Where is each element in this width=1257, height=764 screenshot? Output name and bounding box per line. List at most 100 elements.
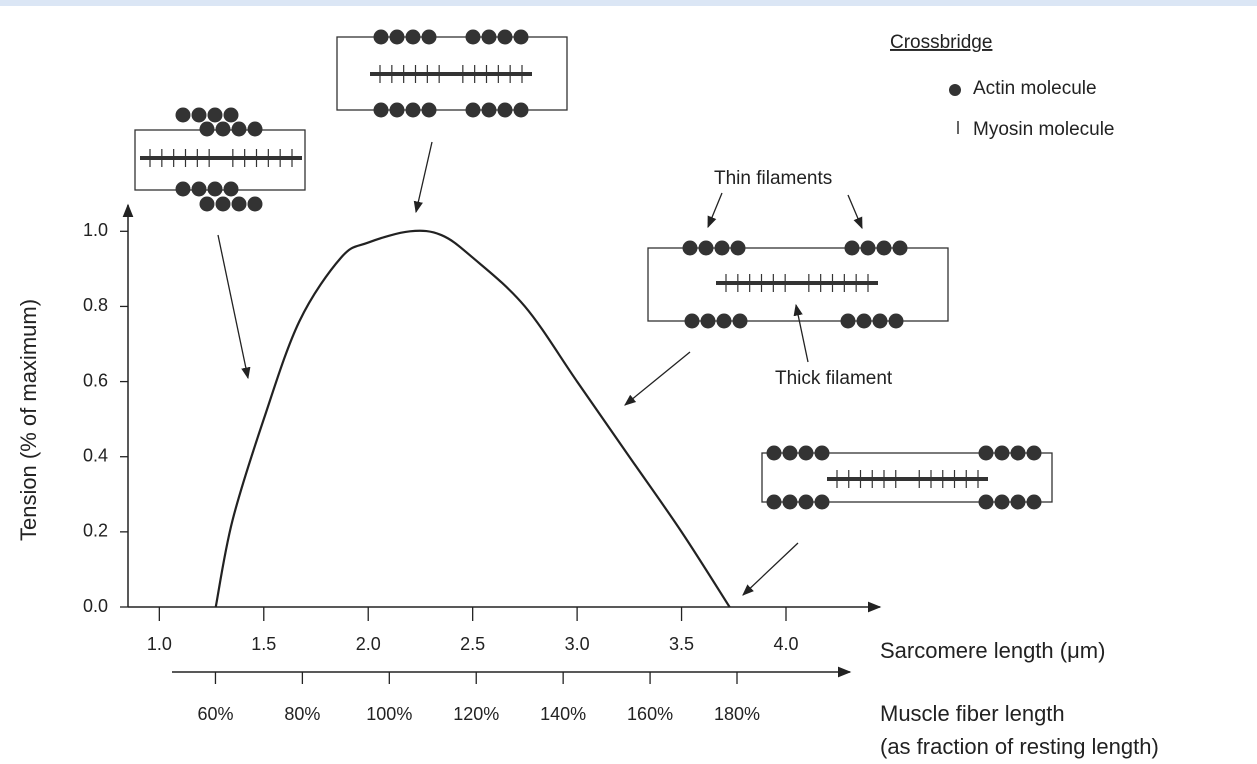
top-strip — [0, 0, 1257, 6]
actin — [685, 314, 700, 329]
actin — [857, 314, 872, 329]
actin — [733, 314, 748, 329]
actin — [232, 197, 247, 212]
x-tick-label: 3.5 — [669, 634, 694, 654]
x-tick-label: 2.5 — [460, 634, 485, 654]
actin — [192, 182, 207, 197]
actin — [889, 314, 904, 329]
actin — [861, 241, 876, 256]
actin — [406, 30, 421, 45]
y-tick-label: 0.6 — [83, 370, 108, 390]
actin — [877, 241, 892, 256]
diagrams — [135, 30, 1052, 596]
x-tick-label: 1.0 — [147, 634, 172, 654]
x2-tick-label: 160% — [627, 704, 673, 724]
x2-tick-label: 100% — [366, 704, 412, 724]
legend-item: Myosin molecule — [973, 119, 1115, 140]
actin — [893, 241, 908, 256]
actin — [390, 103, 405, 118]
actin — [406, 103, 421, 118]
y-axis-label: Tension (% of maximum) — [16, 299, 41, 541]
x2-tick-label: 80% — [284, 704, 320, 724]
actin — [979, 495, 994, 510]
y-tick-label: 1.0 — [83, 220, 108, 240]
x2-axis-label: (as fraction of resting length) — [880, 734, 1159, 759]
y-tick-label: 0.2 — [83, 521, 108, 541]
annotation: Thick filament — [775, 368, 893, 389]
actin — [841, 314, 856, 329]
actin — [200, 197, 215, 212]
arrow — [796, 305, 808, 362]
actin — [466, 30, 481, 45]
x-tick-label: 1.5 — [251, 634, 276, 654]
actin — [717, 314, 732, 329]
actin — [1011, 446, 1026, 461]
actin — [482, 30, 497, 45]
actin — [815, 446, 830, 461]
actin — [232, 122, 247, 137]
actin — [482, 103, 497, 118]
arrow — [743, 543, 798, 595]
actin — [514, 30, 529, 45]
actin — [783, 495, 798, 510]
legend-icon — [949, 84, 961, 96]
x2-tick-label: 120% — [453, 704, 499, 724]
x-tick-label: 2.0 — [356, 634, 381, 654]
actin — [979, 446, 994, 461]
legend-title: Crossbridge — [890, 32, 992, 53]
actin — [422, 30, 437, 45]
line — [216, 231, 730, 607]
actin — [466, 103, 481, 118]
actin — [1011, 495, 1026, 510]
actin — [1027, 495, 1042, 510]
actin — [248, 197, 263, 212]
chart: Tension (% of maximum) Sarcomere length … — [0, 0, 1257, 764]
actin — [715, 241, 730, 256]
actin — [783, 446, 798, 461]
actin — [216, 122, 231, 137]
actin — [208, 108, 223, 123]
arrow — [218, 235, 248, 378]
actin — [815, 495, 830, 510]
actin — [683, 241, 698, 256]
x2-tick-label: 180% — [714, 704, 760, 724]
actin — [224, 182, 239, 197]
arrow — [848, 195, 862, 228]
y-tick-label: 0.0 — [83, 596, 108, 616]
x2-axis-label: Muscle fiber length — [880, 701, 1065, 726]
actin — [701, 314, 716, 329]
actin — [224, 108, 239, 123]
x-tick-label: 4.0 — [773, 634, 798, 654]
arrow — [708, 193, 722, 227]
actin — [731, 241, 746, 256]
actin — [200, 122, 215, 137]
actin — [845, 241, 860, 256]
actin — [995, 495, 1010, 510]
actin — [390, 30, 405, 45]
actin — [498, 30, 513, 45]
y-tick-label: 0.4 — [83, 445, 108, 465]
actin — [1027, 446, 1042, 461]
y-tick-label: 0.8 — [83, 295, 108, 315]
actin — [374, 30, 389, 45]
actin — [208, 182, 223, 197]
actin — [799, 446, 814, 461]
arrow — [625, 352, 690, 405]
actin — [216, 197, 231, 212]
actin — [767, 446, 782, 461]
legend-item: Actin molecule — [973, 78, 1097, 99]
actin — [498, 103, 513, 118]
actin — [248, 122, 263, 137]
actin — [873, 314, 888, 329]
actin — [995, 446, 1010, 461]
actin — [192, 108, 207, 123]
x-axis-label: Sarcomere length (μm) — [880, 638, 1105, 663]
actin — [176, 108, 191, 123]
actin — [514, 103, 529, 118]
actin — [176, 182, 191, 197]
actin — [799, 495, 814, 510]
x-tick-label: 3.0 — [565, 634, 590, 654]
actin — [699, 241, 714, 256]
actin — [374, 103, 389, 118]
actin — [767, 495, 782, 510]
